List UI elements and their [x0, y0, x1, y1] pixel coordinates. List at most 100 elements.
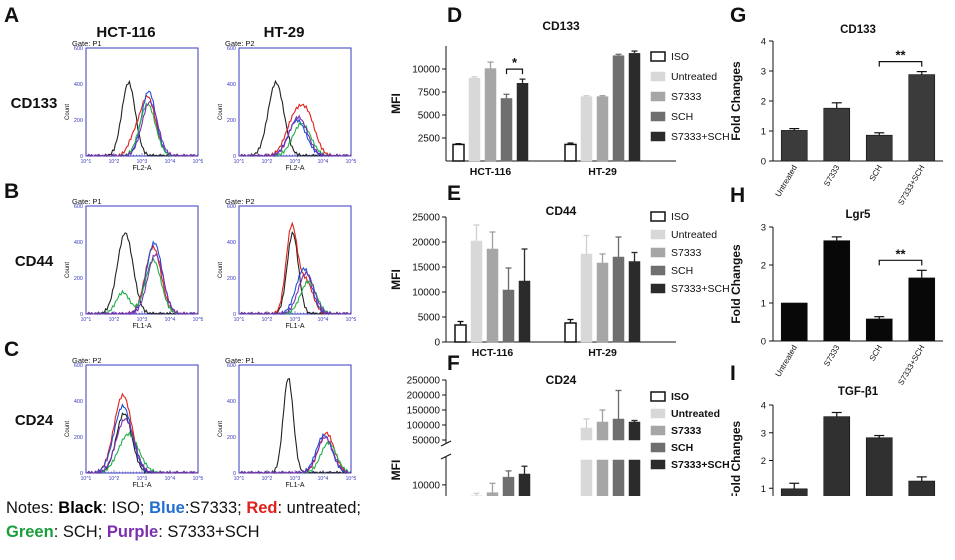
legend-label-untreated: Untreated	[671, 71, 717, 83]
y-tick-label: 1	[761, 127, 766, 138]
y-tick-label: 50000	[412, 436, 440, 447]
histogram-xtick: 10^4	[165, 317, 176, 323]
panel-label-I: I	[730, 362, 736, 385]
legend-swatch	[650, 265, 666, 276]
histogram-curve-s7333-plus-sch	[86, 253, 199, 315]
flow-row-marker-cd24: CD24	[15, 412, 54, 429]
histogram-xtick: 10^5	[193, 476, 204, 482]
histogram-ylabel: Count	[65, 104, 71, 120]
notes-blue-rest: :S7333;	[184, 499, 247, 517]
histogram-xtick: 10^4	[318, 159, 329, 165]
y-tick-label: 0	[761, 157, 766, 168]
y-tick-label: 100000	[407, 421, 441, 432]
notes-green: Green	[6, 523, 54, 541]
x-tick-label: S7333	[822, 163, 842, 188]
legend-swatch	[650, 425, 666, 436]
notes-black-rest: : ISO;	[102, 499, 150, 517]
histogram-2-0: Gate: P2 FL1-A Count 0 200 400 600 10^1 10^2 10^3…	[65, 356, 204, 489]
histogram-xlabel: FL1-A	[132, 482, 151, 489]
panel-label-D: D	[447, 4, 462, 27]
y-tick-label: 2	[761, 456, 766, 467]
histogram-curve-s7333-plus-sch	[86, 418, 199, 474]
histogram-ytick: 200	[74, 276, 83, 282]
bar-ht-29-sch	[612, 256, 625, 343]
legend-swatch	[650, 91, 666, 102]
panel-label-F: F	[447, 352, 460, 375]
histogram-ytick: 400	[227, 240, 236, 246]
histogram-2-1: Gate: P1 FL1-A Count 0 200 400 600 10^1 10^2 10^3…	[218, 356, 357, 489]
y-tick-label: 10000	[412, 480, 440, 491]
significance-bracket	[878, 259, 923, 266]
legend-swatch	[650, 51, 666, 62]
histogram-xtick: 10^5	[193, 317, 204, 323]
histogram-xlabel: FL1-A	[285, 323, 304, 330]
bar-hct-116-s7333-plus-sch	[518, 473, 531, 496]
y-axis-label: MFI	[389, 93, 403, 114]
y-tick-label: 10000	[412, 288, 440, 299]
histogram-frame	[85, 47, 199, 157]
histogram-ytick: 400	[74, 240, 83, 246]
flow-row-marker-cd44: CD44	[15, 253, 54, 270]
bar-ht-29-s7333-plus-sch	[628, 261, 641, 343]
histogram-xtick: 10^3	[290, 317, 301, 323]
legend-label-sch: SCH	[671, 442, 693, 454]
histogram-xtick: 10^4	[318, 476, 329, 482]
y-tick-label: 7500	[418, 88, 441, 99]
histogram-xtick: 10^4	[318, 317, 329, 323]
histogram-xtick: 10^1	[81, 159, 92, 165]
y-tick-label: 2	[761, 97, 766, 108]
histogram-curve-s7333-plus-sch	[239, 114, 352, 158]
bar-s7333-plus-sch	[908, 74, 936, 162]
y-tick-label: 5000	[418, 313, 441, 324]
bar-ht-29-s7333-upper	[596, 421, 609, 441]
legend-label-s7333: S7333	[671, 247, 702, 259]
histogram-ylabel: Count	[218, 262, 224, 278]
legend-label-iso: ISO	[671, 211, 689, 223]
figure-canvas: A B C D E F G H I HCT-116 HT-29 CD133 Gate: P1 FL2-A C…	[4, 4, 943, 496]
panel-label-G: G	[730, 4, 746, 27]
x-tick-label: SCH	[868, 343, 884, 362]
panel-label-H: H	[730, 184, 745, 207]
bar-untreated	[780, 130, 808, 162]
gate-label: Gate: P1	[225, 356, 255, 365]
chart-title: CD133	[840, 24, 876, 36]
panel-E: CD44 0 5000 10000 15000 20000 25000 MFI HCT-116 H…	[389, 204, 730, 359]
histogram-frame	[85, 205, 199, 315]
notes-green-rest: : SCH;	[53, 523, 107, 541]
histogram-xtick: 10^3	[290, 476, 301, 482]
panel-I: TGF-β101234Fold ChangesUntreatedS7333SCH…	[729, 386, 936, 496]
panel-G: CD133 0 1 2 3 4 Fold Changes Untreated S7333 SCH S…	[729, 24, 943, 207]
panel-label-A: A	[4, 4, 19, 27]
histogram-1-1: Gate: P2 FL1-A Count 0 200 400 600 10^1 10^2 10^3…	[218, 197, 357, 330]
panel-label-B: B	[4, 180, 19, 203]
y-tick-label: 2500	[418, 134, 441, 145]
flow-row-marker-cd133: CD133	[11, 95, 58, 112]
bar-sch	[865, 134, 893, 162]
bar-hct-116-s7333	[486, 248, 499, 343]
histogram-ytick: 600	[227, 204, 236, 210]
histogram-ytick: 400	[74, 82, 83, 88]
legend-label-s7333-plus-sch: S7333+SCH	[671, 283, 730, 295]
bar-s7333	[823, 416, 851, 496]
histogram-xtick: 10^1	[234, 317, 245, 323]
y-tick-label: 4	[761, 37, 766, 48]
notes-purple-rest: : S7333+SCH	[158, 523, 260, 541]
notes-blue: Blue	[149, 499, 185, 517]
bar-hct-116-s7333-plus-sch	[518, 280, 531, 343]
x-tick-label: Untreated	[774, 164, 799, 199]
chart-title: CD44	[546, 204, 577, 218]
histogram-ytick: 600	[74, 46, 83, 52]
bar-hct-116-s7333	[486, 492, 499, 496]
histogram-xtick: 10^5	[346, 317, 357, 323]
histogram-xtick: 10^4	[165, 159, 176, 165]
bar-untreated	[780, 488, 808, 496]
bar-hct-116-s7333-plus-sch	[516, 83, 529, 162]
panel-label-C: C	[4, 338, 19, 361]
y-tick-label: 10000	[412, 65, 440, 76]
bar-hct-116-sch	[502, 289, 515, 343]
histogram-ytick: 600	[227, 46, 236, 52]
bar-ht-29-s7333-plus-sch	[628, 53, 641, 162]
histogram-ylabel: Count	[218, 421, 224, 437]
histogram-xlabel: FL1-A	[285, 482, 304, 489]
flow-col-title-hct116: HCT-116	[96, 24, 155, 41]
